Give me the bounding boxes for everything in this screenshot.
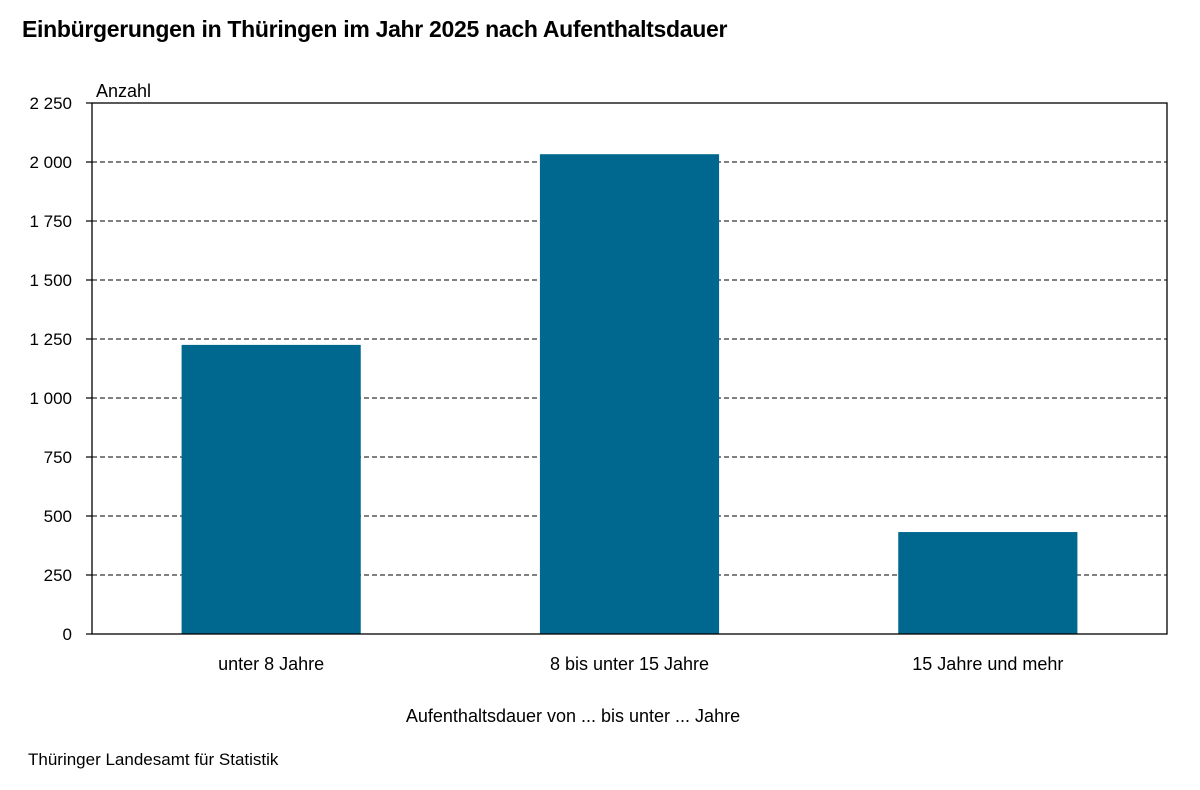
y-tick-label: 250 — [44, 566, 72, 585]
chart-title: Einbürgerungen in Thüringen im Jahr 2025… — [22, 16, 728, 42]
x-category-label: 15 Jahre und mehr — [912, 654, 1063, 674]
bar — [898, 532, 1078, 634]
y-tick-label: 1 000 — [29, 389, 72, 408]
y-tick-label: 2 000 — [29, 153, 72, 172]
plot-area-frame — [91, 102, 1168, 635]
x-category-label: 8 bis unter 15 Jahre — [550, 654, 709, 674]
bar — [181, 344, 361, 634]
y-axis-title: Anzahl — [96, 81, 151, 101]
y-axis-ticks: 0 250 500 750 1 000 1 250 1 500 1 750 2 000 2 250 — [29, 94, 92, 644]
x-category-label: unter 8 Jahre — [218, 654, 324, 674]
y-tick-label: 2 250 — [29, 94, 72, 113]
bars — [181, 154, 1078, 634]
bar — [539, 154, 720, 634]
source-note: Thüringer Landesamt für Statistik — [28, 750, 279, 769]
y-tick-label: 1 250 — [29, 330, 72, 349]
y-tick-label: 1 750 — [29, 212, 72, 231]
y-tick-label: 1 500 — [29, 271, 72, 290]
y-tick-label: 0 — [63, 625, 72, 644]
y-tick-label: 500 — [44, 507, 72, 526]
x-axis-labels: unter 8 Jahre 8 bis unter 15 Jahre 15 Jahr… — [218, 654, 1063, 674]
x-axis-title: Aufenthaltsdauer von ... bis unter ... J… — [406, 706, 740, 726]
y-tick-label: 750 — [44, 448, 72, 467]
